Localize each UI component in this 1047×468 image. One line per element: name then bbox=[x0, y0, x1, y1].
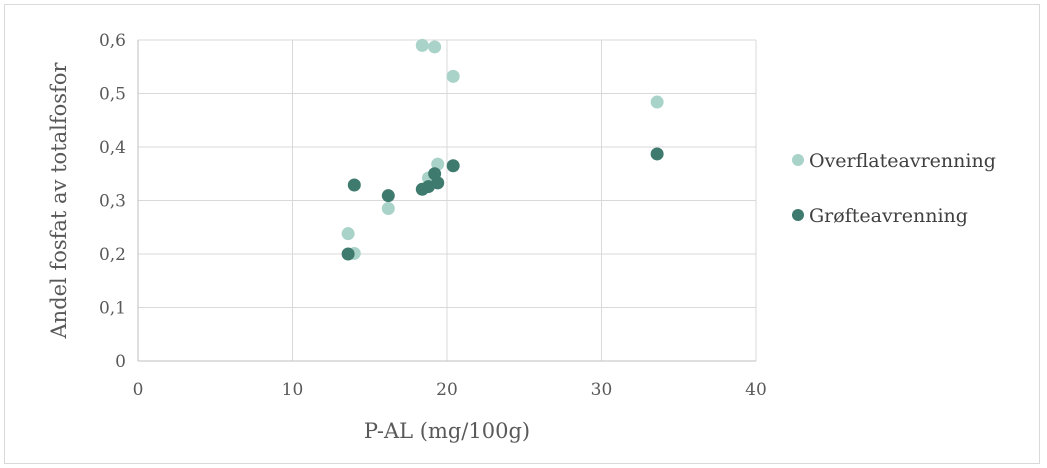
x-tick-label: 0 bbox=[133, 380, 144, 400]
point-grofteavrenning bbox=[650, 147, 664, 161]
y-tick-label: 0,3 bbox=[99, 192, 126, 212]
point-overflateavrenning bbox=[428, 40, 442, 54]
y-axis-title: Andel fosfat av totalfosfor bbox=[47, 62, 71, 340]
x-tick-label: 10 bbox=[282, 380, 304, 400]
scatter-chart: 0 0,1 0,2 0,3 0,4 0,5 0,6 0 10 20 30 40 P-AL (mg/10… bbox=[47, 31, 996, 443]
grid-lines bbox=[138, 39, 757, 361]
point-overflateavrenning bbox=[381, 202, 395, 216]
point-grofteavrenning bbox=[415, 182, 429, 196]
x-tick-label: 30 bbox=[591, 380, 613, 400]
legend-marker-grofteavrenning bbox=[792, 209, 804, 221]
point-overflateavrenning bbox=[446, 69, 460, 83]
legend-marker-overflateavrenning bbox=[792, 154, 804, 166]
legend-item-grofteavrenning: Grøfteavrenning bbox=[792, 205, 968, 227]
point-grofteavrenning bbox=[381, 189, 395, 203]
point-overflateavrenning bbox=[650, 95, 664, 109]
data-points bbox=[341, 38, 664, 261]
point-grofteavrenning bbox=[341, 247, 355, 261]
point-grofteavrenning bbox=[446, 159, 460, 173]
x-tick-label: 40 bbox=[745, 380, 767, 400]
legend-item-overflateavrenning: Overflateavrenning bbox=[792, 150, 996, 172]
legend-label-overflateavrenning: Overflateavrenning bbox=[809, 150, 996, 172]
axes bbox=[137, 40, 756, 362]
chart-frame: 0 0,1 0,2 0,3 0,4 0,5 0,6 0 10 20 30 40 P-AL (mg/10… bbox=[4, 4, 1040, 464]
y-tick-label: 0,4 bbox=[99, 138, 126, 158]
y-tick-label: 0 bbox=[115, 352, 126, 372]
tick-labels: 0 0,1 0,2 0,3 0,4 0,5 0,6 0 10 20 30 40 bbox=[99, 31, 767, 400]
y-tick-label: 0,6 bbox=[99, 31, 126, 51]
y-tick-label: 0,1 bbox=[99, 299, 126, 319]
point-overflateavrenning bbox=[415, 38, 429, 52]
y-tick-label: 0,2 bbox=[99, 245, 126, 265]
legend-label-grofteavrenning: Grøfteavrenning bbox=[809, 205, 968, 227]
x-tick-label: 20 bbox=[436, 380, 458, 400]
legend: Overflateavrenning Grøfteavrenning bbox=[792, 150, 996, 227]
point-grofteavrenning bbox=[347, 178, 361, 192]
x-axis-title: P-AL (mg/100g) bbox=[364, 419, 530, 443]
y-tick-label: 0,5 bbox=[99, 85, 126, 105]
point-overflateavrenning bbox=[341, 227, 355, 241]
